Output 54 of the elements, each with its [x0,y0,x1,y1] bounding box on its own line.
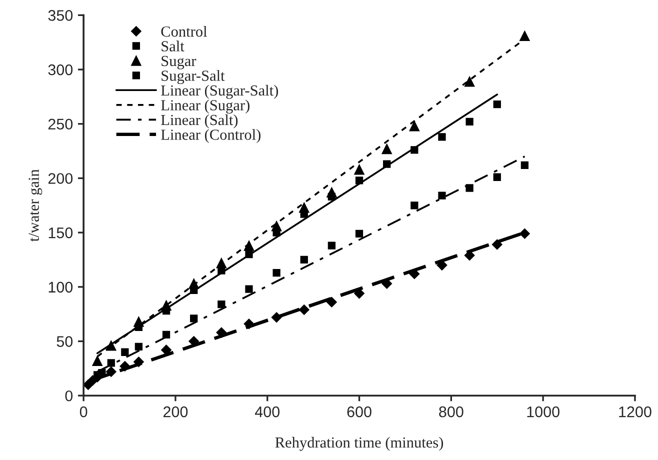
point [354,164,364,175]
point [272,268,280,277]
point [245,285,253,293]
point [298,304,310,315]
y-tick-label: 50 [56,336,73,347]
y-tick-label: 300 [48,64,73,76]
point [519,228,530,239]
point [382,144,392,154]
legend-label: Linear (Control) [161,129,260,143]
x-axis-title: Rehydration time (minutes) [275,436,444,451]
point [300,256,308,264]
x-tick-label: 200 [163,406,188,418]
y-tick-label: 0 [65,390,73,402]
point [107,359,115,367]
point [438,192,446,200]
y-axis-title: t/water gain [28,169,42,242]
point [106,366,116,377]
legend-label: Linear (Sugar-Salt) [161,84,278,99]
legend-label: Linear (Salt) [161,114,238,128]
point [519,30,530,42]
point [134,342,143,351]
point [355,230,364,238]
y-tick-label: 100 [48,282,73,293]
x-tick-label: 400 [254,406,280,418]
point [493,173,501,181]
y-tick-label: 150 [48,227,73,238]
point [466,184,474,192]
legend-label: Control [161,26,207,37]
x-tick-label: 0 [80,406,88,418]
x-tick-label: 1200 [619,406,652,418]
point [464,76,475,87]
point [492,239,502,250]
point [161,344,172,356]
point [121,348,129,356]
point [466,118,474,126]
y-tick-label: 350 [48,10,73,21]
legend-label: Sugar-Salt [162,70,225,84]
legend-label: Linear (Sugar) [161,100,250,114]
point [409,120,420,132]
x-tick-label: 1000 [527,406,560,418]
x-tick-label: 800 [439,406,464,418]
point [328,242,336,250]
legend-label: Salt [162,40,184,52]
legend-label: Sugar [162,56,196,70]
point [410,202,418,210]
point [190,314,198,322]
point [520,161,529,169]
x-tick-label: 600 [347,406,372,418]
y-tick-label: 200 [48,173,73,184]
point [493,100,501,108]
point [218,300,226,308]
point [92,356,103,366]
y-tick-label: 250 [48,118,73,130]
point [438,133,446,141]
